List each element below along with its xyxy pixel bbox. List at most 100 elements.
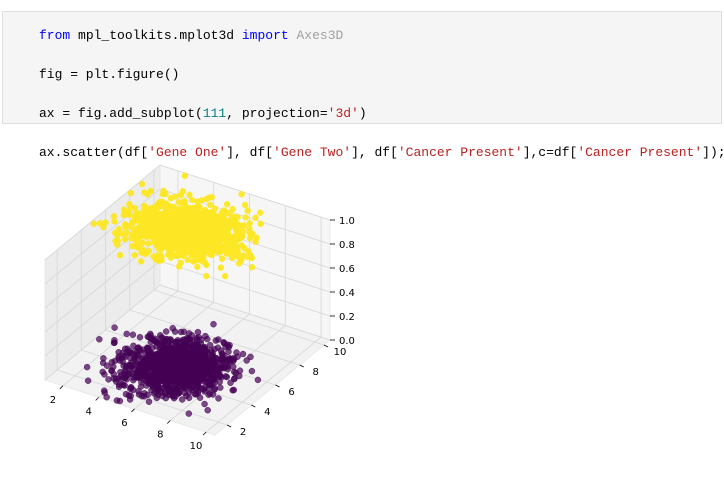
x-tick-label: 4 [85, 406, 91, 417]
code-token: ax.scatter(df[ [39, 145, 149, 160]
scatter-point [171, 237, 178, 245]
scatter-point [163, 360, 171, 368]
scatter-point [163, 379, 170, 386]
scatter-point [147, 349, 154, 356]
scatter-point [110, 375, 117, 382]
scatter-point [121, 382, 128, 389]
right-wall-gridline-z [159, 284, 331, 341]
scatter-point [153, 368, 161, 376]
scatter-point [179, 370, 187, 378]
scatter-point [165, 204, 172, 211]
code-line-4: ax.scatter(df['Gene One'], df['Gene Two'… [39, 143, 724, 163]
scatter-point [154, 391, 162, 398]
z-tick-label: 0.6 [339, 264, 355, 275]
scatter-point [228, 254, 236, 262]
scatter-point [206, 246, 213, 254]
floor-gridline-y [129, 309, 300, 366]
scatter-point [201, 225, 209, 233]
scatter-point [199, 385, 206, 392]
scatter-point [205, 370, 213, 377]
scatter-point [196, 394, 204, 401]
scatter-point [229, 363, 237, 370]
x-tick-label: 8 [157, 430, 163, 441]
scatter-point [242, 214, 249, 221]
scatter-point [157, 332, 164, 339]
scatter-point [241, 201, 249, 209]
scatter-point [163, 212, 170, 220]
y-tick-label: 4 [264, 407, 270, 418]
scatter-point [221, 272, 229, 280]
scatter-point [135, 351, 142, 359]
series-cancer-absent [83, 320, 262, 417]
scatter-point [123, 362, 131, 369]
scatter-point [221, 361, 229, 368]
scatter-point [233, 349, 240, 356]
scatter-point [192, 363, 199, 371]
scatter-point [189, 342, 197, 350]
scatter-point [84, 377, 92, 384]
code-token: Axes3D [296, 28, 344, 43]
scatter-point [185, 235, 192, 243]
scatter-point [157, 252, 164, 259]
scatter-point [154, 243, 161, 250]
code-cell[interactable]: from mpl_toolkits.mplot3d import Axes3D … [2, 11, 724, 160]
output-area: 2 4 6 8 10 2 4 6 8 10 0.0 0.2 0.4 0.6 0.8 1.0 [0, 125, 724, 481]
scatter-point [203, 272, 210, 280]
z-tick-label: 0.4 [339, 288, 355, 299]
code-token: ],c=df[ [522, 145, 578, 160]
scatter-point [159, 384, 167, 392]
scatter-point [101, 389, 108, 396]
scatter-point [172, 338, 180, 346]
scatter-point [173, 364, 180, 371]
scatter-point [202, 356, 210, 364]
scatter-point [239, 350, 247, 358]
scatter-point [99, 368, 106, 376]
scatter-point [229, 249, 236, 256]
scatter-point [152, 256, 160, 263]
scatter-point [127, 204, 134, 211]
scatter-point [161, 355, 168, 363]
scatter-point [220, 243, 228, 251]
z-tick-label: 0.2 [339, 312, 355, 323]
scatter-point [122, 391, 130, 398]
scatter-point [188, 196, 196, 204]
scatter-point [111, 218, 118, 225]
scatter-point [187, 378, 195, 385]
scatter-point [151, 380, 159, 388]
scatter-point [180, 328, 188, 336]
scatter-point [127, 189, 135, 197]
series-cancer-present [90, 172, 264, 280]
scatter-point [170, 228, 178, 235]
scatter-point [144, 229, 152, 237]
scatter-point [177, 259, 185, 267]
z-tick-label: 0.0 [339, 336, 355, 347]
scatter-point [206, 201, 214, 209]
code-editor[interactable]: from mpl_toolkits.mplot3d import Axes3D … [39, 26, 724, 163]
scatter-point [171, 348, 178, 356]
scatter-point [111, 229, 119, 236]
code-token: ], df[ [351, 145, 398, 160]
scatter-point [139, 371, 146, 378]
scatter-point [234, 213, 241, 221]
floor-gridline-x [205, 336, 322, 433]
scatter-point [167, 254, 175, 261]
scatter-point [145, 398, 153, 405]
y-tick-label: 6 [288, 387, 294, 398]
scatter-point [215, 336, 222, 343]
y-tick-mark [251, 404, 256, 408]
scatter-point [241, 244, 248, 252]
scatter-point [153, 362, 160, 370]
x-tick-label: 10 [190, 441, 203, 452]
scatter-point [232, 242, 240, 250]
code-token: 'Cancer Present' [397, 145, 523, 160]
scatter-point [170, 369, 177, 377]
scatter-point [215, 366, 222, 373]
scatter-point [115, 348, 122, 356]
scatter-point [116, 381, 123, 388]
scatter-point [187, 206, 194, 213]
scatter-point [147, 219, 154, 226]
scatter-point [236, 367, 244, 374]
scatter-point [194, 263, 201, 271]
scatter-point [96, 336, 103, 343]
scatter-point [110, 363, 117, 371]
